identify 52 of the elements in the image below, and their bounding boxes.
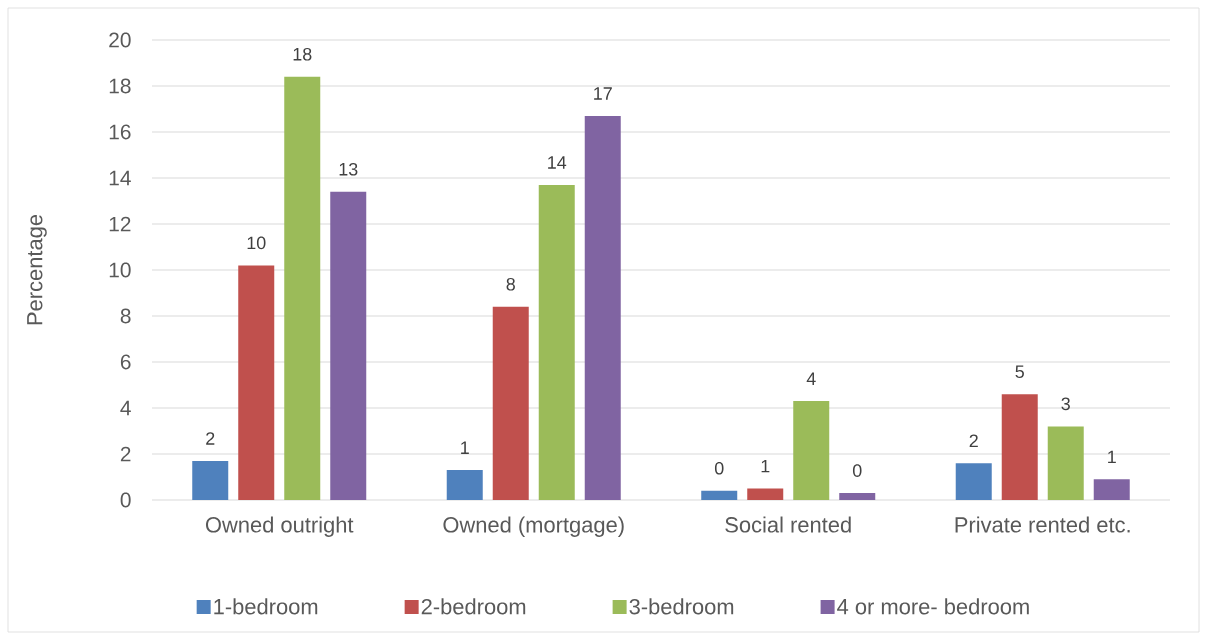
legend-label: 3-bedroom — [629, 598, 734, 615]
y-tick-label: 14 — [109, 170, 131, 186]
legend-label: 4 or more- bedroom — [837, 598, 1029, 615]
y-tick-label: 16 — [109, 124, 131, 140]
data-label: 10 — [247, 236, 266, 250]
x-tick-label: Owned outright — [205, 516, 354, 537]
y-tick-label: 8 — [120, 308, 131, 324]
y-tick-label: 6 — [120, 354, 131, 370]
bar — [1001, 394, 1038, 500]
y-tick-label: 4 — [120, 400, 131, 416]
data-label: 13 — [339, 162, 358, 176]
bar — [238, 265, 275, 500]
bar — [1047, 426, 1084, 500]
y-tick-label: 10 — [109, 262, 131, 278]
data-label: 1 — [761, 459, 770, 473]
data-label: 4 — [806, 372, 816, 385]
x-tick-label: Owned (mortgage) — [443, 516, 624, 537]
bar — [330, 191, 367, 500]
bar — [701, 490, 738, 500]
x-tick-label: Social rented — [725, 516, 851, 533]
data-label: 2 — [969, 434, 978, 447]
bar — [839, 493, 876, 500]
bar — [584, 115, 621, 500]
y-tick-label: 20 — [109, 32, 131, 48]
data-label: 0 — [714, 461, 724, 475]
bar — [492, 306, 529, 500]
y-tick-label: 12 — [109, 216, 131, 232]
y-tick-label: 0 — [120, 492, 131, 508]
x-tick-label: Private rented etc. — [955, 516, 1130, 533]
y-axis-title: Percentage — [27, 214, 47, 325]
y-tick-label: 2 — [120, 446, 131, 462]
bar — [793, 401, 830, 500]
legend-label: 2-bedroom — [421, 598, 526, 615]
data-label: 1 — [461, 441, 469, 454]
bar — [538, 184, 575, 500]
legend-label: 1-bedroom — [214, 598, 318, 615]
bar — [284, 76, 321, 500]
data-label: 14 — [548, 156, 567, 169]
bar — [955, 463, 992, 500]
data-label: 3 — [1061, 397, 1070, 411]
bar — [1093, 479, 1130, 500]
data-label: 17 — [594, 87, 612, 100]
bar — [446, 470, 483, 500]
data-label: 0 — [852, 464, 862, 477]
y-tick-label: 18 — [109, 78, 131, 94]
bar — [747, 488, 784, 500]
data-label: 8 — [506, 277, 515, 291]
data-label: 1 — [1108, 450, 1116, 464]
data-label: 5 — [1015, 365, 1024, 378]
bar — [192, 460, 229, 500]
data-label: 2 — [206, 432, 215, 445]
data-label: 18 — [293, 47, 312, 61]
